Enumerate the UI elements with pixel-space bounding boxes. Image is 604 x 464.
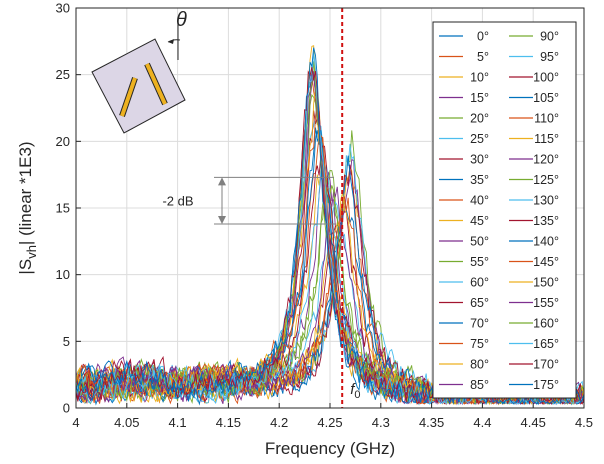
x-tick-label: 4.3: [372, 415, 390, 430]
legend-label: 5°: [477, 50, 489, 64]
annotation-arrow-up: [218, 177, 226, 186]
legend-label: 135°: [533, 214, 559, 228]
legend-label: 40°: [470, 194, 489, 208]
legend-label: 115°: [534, 132, 559, 146]
legend-label: 170°: [533, 358, 559, 372]
legend-label: 110°: [534, 112, 559, 126]
legend-label: 10°: [470, 71, 489, 85]
x-axis-label: Frequency (GHz): [265, 439, 395, 458]
y-axis-label: |Svh| (linear *1E3): [16, 141, 39, 274]
legend-label: 70°: [470, 317, 489, 331]
annotation-label: -2 dB: [162, 194, 193, 209]
annotation-arrow-down: [218, 216, 226, 224]
y-tick-label: 0: [63, 401, 70, 416]
legend-label: 150°: [533, 276, 559, 290]
legend-label: 165°: [533, 337, 559, 351]
legend-label: 85°: [470, 378, 489, 392]
ticks: 4 4.05 4.1 4.15 4.2 4.25 4.3 4.35 4.4 4.45 4.5 0 5 10…: [56, 1, 594, 431]
x-tick-label: 4.35: [419, 415, 444, 430]
legend-label: 50°: [470, 235, 489, 249]
legend-label: 145°: [533, 255, 559, 269]
legend-label: 95°: [540, 50, 559, 64]
y-tick-label: 25: [56, 67, 70, 82]
x-tick-label: 4.25: [317, 415, 342, 430]
inset-square: [91, 38, 186, 134]
x-tick-label: 4.05: [114, 415, 139, 430]
inset-bar-right: [145, 63, 167, 105]
x-tick-label: 4: [72, 415, 79, 430]
legend-label: 130°: [533, 194, 559, 208]
f0-label-main: f: [350, 381, 356, 398]
inset-angle-arc: [167, 39, 181, 43]
y-axis-label-sub: vh: [24, 245, 39, 259]
x-tick-label: 4.4: [473, 415, 491, 430]
y-axis-label-rest: | (linear *1E3): [16, 141, 35, 245]
inset-diagram: θ: [91, 9, 187, 134]
legend-label: 175°: [533, 378, 559, 392]
x-tick-label: 4.1: [169, 415, 187, 430]
inset-theta-label: θ: [176, 9, 187, 31]
legend: 0° 5° 10° 15° 20° 25° 30° 35° 40° 45° 50° 55° 60° 65°…: [432, 21, 577, 399]
legend-label: 75°: [470, 337, 489, 351]
inset-bar-left: [120, 77, 137, 117]
legend-label: 55°: [470, 255, 489, 269]
y-tick-label: 30: [56, 1, 70, 16]
legend-label: 155°: [533, 296, 559, 310]
x-tick-label: 4.15: [216, 415, 241, 430]
legend-label: 105°: [533, 91, 559, 105]
legend-label: 30°: [470, 153, 489, 167]
legend-label: 80°: [470, 358, 489, 372]
legend-label: 45°: [470, 214, 489, 228]
y-tick-label: 10: [56, 267, 70, 282]
legend-label: 125°: [533, 173, 559, 187]
legend-label: 160°: [533, 317, 559, 331]
legend-label: 20°: [470, 112, 489, 126]
legend-label: 0°: [477, 30, 489, 44]
legend-label: 65°: [470, 296, 489, 310]
y-axis-label-main: |S: [16, 259, 35, 275]
x-tick-label: 4.5: [575, 415, 593, 430]
f0-label-sub: 0: [354, 389, 360, 401]
legend-box: [432, 21, 577, 399]
y-tick-label: 15: [56, 201, 70, 216]
annotation-layer: -2 dB: [162, 176, 336, 225]
marker-layer: f0: [341, 8, 360, 408]
legend-label: 15°: [470, 91, 489, 105]
legend-label: 25°: [470, 132, 489, 146]
x-tick-label: 4.45: [521, 415, 546, 430]
series-line: [75, 47, 585, 406]
x-tick-label: 4.2: [270, 415, 288, 430]
legend-label: 90°: [540, 30, 559, 44]
y-tick-label: 20: [56, 134, 70, 149]
legend-label: 100°: [533, 71, 559, 85]
legend-label: 140°: [533, 235, 559, 249]
inset-angle-arrow: [168, 39, 174, 44]
legend-label: 35°: [470, 173, 489, 187]
y-tick-label: 5: [63, 334, 70, 349]
legend-label: 120°: [533, 153, 559, 167]
legend-label: 60°: [470, 276, 489, 290]
f0-label: f0: [350, 381, 360, 401]
